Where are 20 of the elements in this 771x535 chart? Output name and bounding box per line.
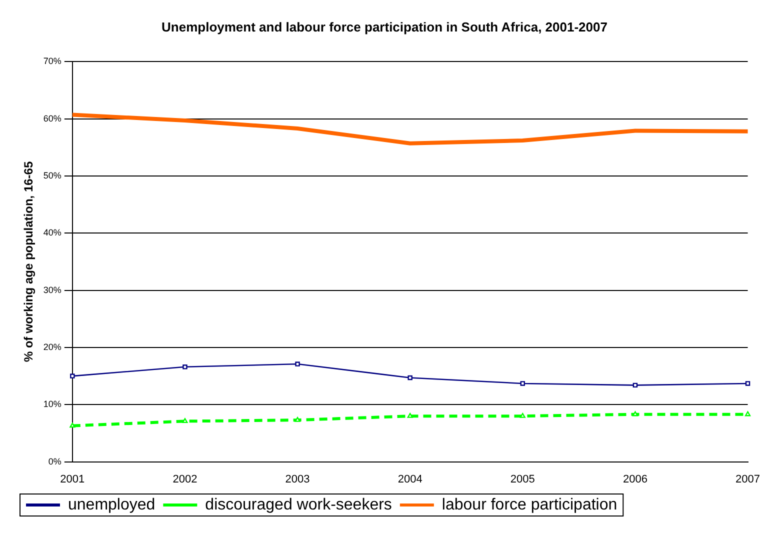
- y-tick-label: 50%: [43, 170, 62, 180]
- legend-label: unemployed: [68, 496, 156, 514]
- y-tick-label: 60%: [43, 113, 62, 124]
- y-tick-label: 30%: [43, 284, 62, 295]
- legend-label: discouraged work-seekers: [205, 496, 392, 514]
- y-tick-label: 10%: [43, 399, 62, 410]
- x-tick-label: 2004: [398, 473, 422, 486]
- y-tick-label: 0%: [48, 456, 62, 466]
- y-tick-label: 20%: [43, 342, 62, 352]
- x-tick-label: 2001: [60, 473, 85, 486]
- legend-label: labour force participation: [442, 496, 618, 514]
- chart-title: Unemployment and labour force participation in South Africa, 2001-2007: [162, 19, 608, 34]
- x-tick-label: 2005: [510, 473, 535, 486]
- y-tick-label: 70%: [43, 56, 62, 66]
- x-tick-label: 2006: [622, 473, 648, 486]
- x-tick-label: 2007: [736, 473, 760, 486]
- x-tick-label: 2002: [172, 473, 198, 486]
- x-tick-label: 2003: [285, 473, 310, 486]
- y-axis-title: % of working age population, 16-65: [22, 161, 36, 362]
- y-tick-label: 40%: [43, 228, 62, 238]
